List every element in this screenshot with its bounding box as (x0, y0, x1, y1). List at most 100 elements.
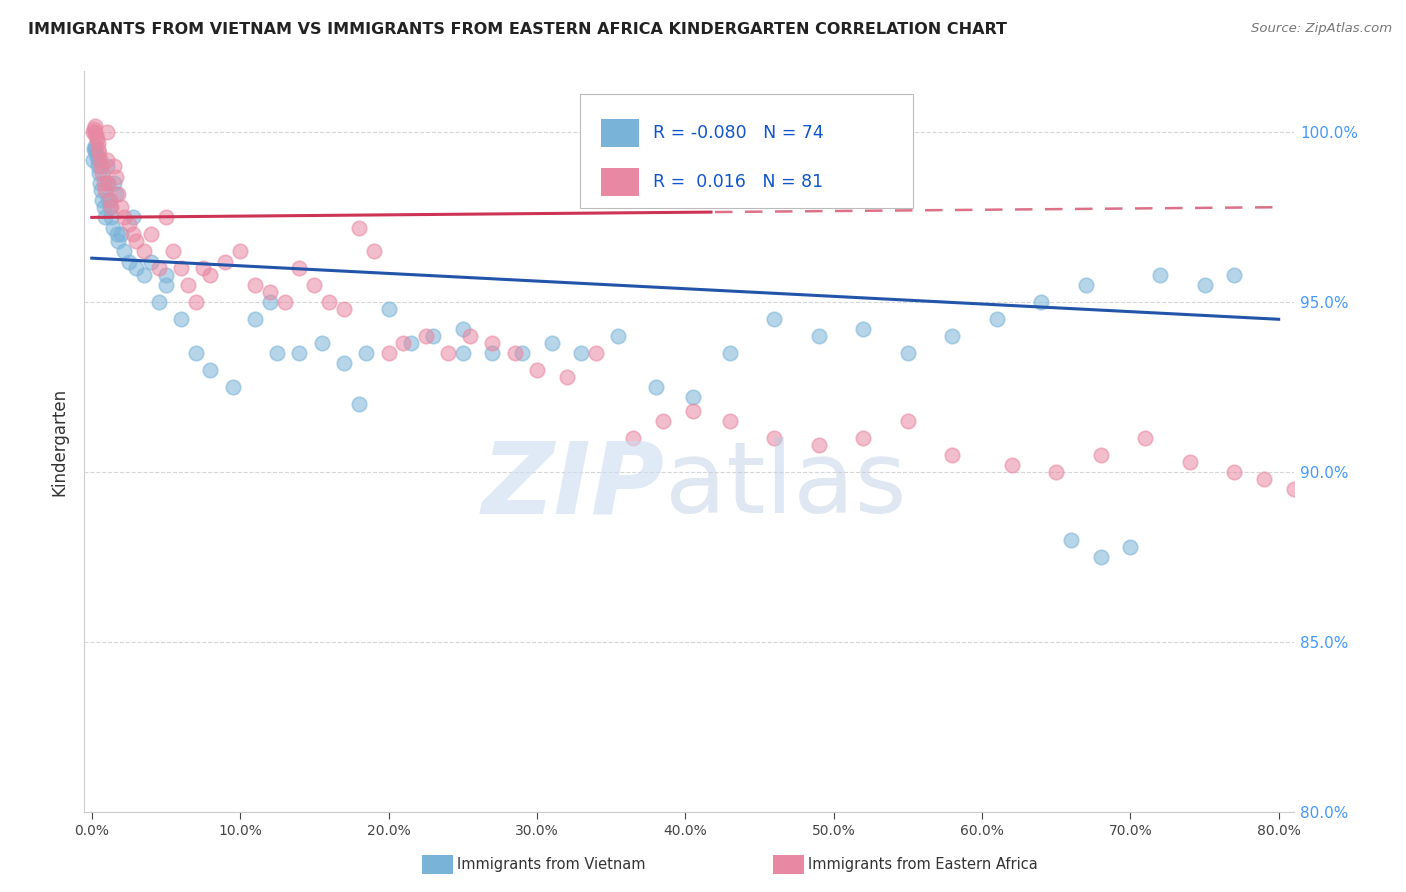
Point (214, 254, 236, 268)
Point (96, 160, 118, 174)
Point (1090, 549, 1112, 564)
Point (122, 211, 145, 225)
Point (82, 126, 104, 140)
Point (526, 363, 548, 377)
Point (200, 363, 222, 377)
Point (170, 261, 193, 276)
Point (87, 143, 110, 157)
Text: Source: ZipAtlas.com: Source: ZipAtlas.com (1251, 22, 1392, 36)
Point (718, 414, 741, 428)
Point (86, 132, 108, 146)
Point (422, 329, 444, 343)
Point (94, 183, 117, 197)
Point (941, 448, 963, 462)
Point (86, 149, 108, 163)
Text: atlas: atlas (665, 437, 907, 534)
Point (84, 143, 107, 157)
Point (83, 122, 105, 136)
Point (98, 194, 121, 208)
Point (807, 329, 830, 343)
Point (96, 177, 118, 191)
Point (377, 346, 399, 360)
Point (763, 431, 786, 445)
Text: ZIP: ZIP (482, 437, 665, 534)
Point (104, 186, 127, 201)
Bar (600, 168, 640, 195)
Text: IMMIGRANTS FROM VIETNAM VS IMMIGRANTS FROM EASTERN AFRICA KINDERGARTEN CORRELATI: IMMIGRANTS FROM VIETNAM VS IMMIGRANTS FR… (28, 22, 1007, 37)
Point (139, 254, 162, 268)
Point (96, 126, 118, 140)
Point (481, 346, 503, 360)
Point (90, 183, 112, 197)
Point (1133, 431, 1156, 445)
Point (200, 268, 222, 282)
Point (89, 153, 111, 167)
Point (125, 234, 148, 248)
Point (1282, 482, 1305, 496)
Point (91, 166, 114, 180)
Point (1253, 472, 1275, 486)
Point (229, 244, 252, 259)
Point (569, 346, 592, 360)
Text: Immigrants from Eastern Africa: Immigrants from Eastern Africa (808, 857, 1038, 871)
Point (84, 126, 107, 140)
Point (273, 295, 295, 310)
Point (96, 153, 118, 167)
Point (259, 285, 281, 299)
Point (1223, 465, 1246, 479)
Point (82, 153, 104, 167)
Point (112, 211, 135, 225)
Point (363, 244, 385, 259)
Text: R =  0.016   N = 81: R = 0.016 N = 81 (652, 173, 823, 191)
Point (222, 380, 245, 394)
Point (103, 177, 125, 191)
Point (415, 329, 437, 343)
Point (1001, 458, 1024, 473)
Point (98, 200, 121, 214)
Point (90, 160, 112, 174)
Point (682, 404, 704, 418)
Point (503, 346, 526, 360)
Point (1371, 516, 1393, 530)
Point (110, 200, 132, 214)
Point (101, 220, 124, 235)
Point (97, 194, 120, 208)
Point (986, 312, 1008, 326)
Point (107, 234, 129, 248)
Point (243, 278, 266, 293)
Point (311, 336, 333, 351)
Point (97, 177, 120, 191)
Point (86, 153, 108, 167)
Point (107, 186, 129, 201)
Point (555, 370, 578, 384)
Point (540, 336, 562, 351)
Point (304, 278, 326, 293)
Bar (600, 120, 640, 147)
Point (125, 261, 148, 276)
Point (354, 346, 377, 360)
Point (110, 227, 132, 242)
Point (94, 211, 117, 225)
Point (112, 244, 135, 259)
Point (93, 177, 115, 191)
Point (104, 169, 127, 184)
Point (437, 346, 460, 360)
Point (644, 380, 666, 394)
Point (184, 346, 207, 360)
Point (897, 414, 920, 428)
Point (132, 244, 155, 259)
Point (89, 166, 111, 180)
Point (451, 346, 474, 360)
Point (347, 397, 370, 411)
Point (1074, 278, 1097, 293)
Point (510, 346, 533, 360)
Point (266, 346, 288, 360)
Point (897, 346, 920, 360)
Point (100, 211, 122, 225)
Point (184, 295, 207, 310)
Point (155, 278, 177, 293)
Point (1060, 533, 1083, 547)
Point (118, 217, 141, 231)
Point (621, 431, 644, 445)
Point (139, 227, 162, 242)
